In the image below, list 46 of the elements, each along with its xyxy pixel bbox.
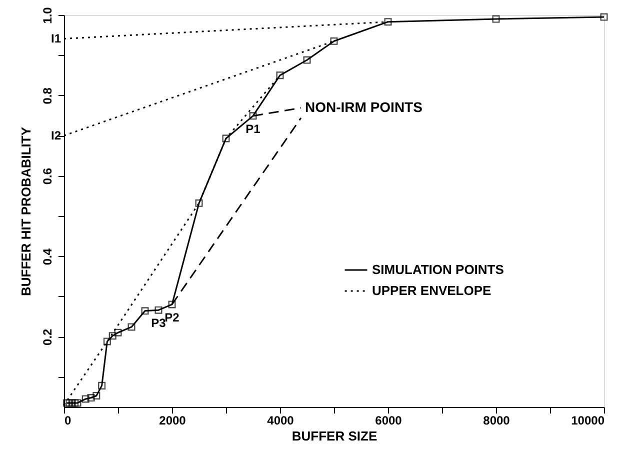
annotation: NON-IRM POINTS bbox=[305, 98, 422, 115]
point bbox=[141, 307, 149, 315]
y-tick-label: 0.6 bbox=[40, 168, 54, 185]
x-tick-label: 8000 bbox=[483, 414, 510, 428]
point bbox=[68, 399, 76, 407]
y-axis-title: BUFFER HIT PROBABILITY bbox=[18, 126, 34, 296]
annotation: P3 bbox=[151, 316, 166, 330]
point bbox=[128, 323, 136, 331]
x-axis-title: BUFFER SIZE bbox=[292, 428, 378, 444]
y-tick-label: 0.4 bbox=[40, 248, 54, 266]
legend-label: SIMULATION POINTS bbox=[372, 262, 504, 278]
point bbox=[74, 399, 82, 407]
point bbox=[71, 399, 79, 407]
legend-label: UPPER ENVELOPE bbox=[372, 283, 492, 298]
point bbox=[108, 332, 116, 340]
y-tick-label: 1.0 bbox=[40, 6, 54, 24]
point bbox=[276, 72, 284, 80]
annotation: P1 bbox=[246, 122, 261, 136]
point bbox=[114, 328, 122, 336]
point bbox=[82, 395, 90, 403]
x-tick-label: 2000 bbox=[159, 414, 186, 428]
point bbox=[222, 134, 230, 142]
annotation: I1 bbox=[50, 32, 62, 46]
point bbox=[87, 394, 95, 402]
point bbox=[249, 112, 257, 120]
point bbox=[492, 15, 500, 23]
x-tick-label: 6000 bbox=[375, 414, 402, 428]
y-tick-label: 0.2 bbox=[40, 328, 54, 346]
annotation: P2 bbox=[164, 310, 180, 324]
point bbox=[168, 300, 176, 308]
point bbox=[330, 37, 338, 45]
point bbox=[600, 13, 608, 21]
point bbox=[66, 399, 74, 407]
x-tick-label: 10000 bbox=[571, 414, 605, 428]
point bbox=[384, 18, 392, 26]
point bbox=[62, 399, 70, 407]
point bbox=[92, 392, 100, 400]
point bbox=[154, 306, 162, 314]
point bbox=[103, 338, 111, 346]
y-tick-label: 0.8 bbox=[40, 87, 54, 104]
x-tick-label: 4000 bbox=[267, 414, 294, 428]
x-tick-label: 0 bbox=[64, 414, 72, 428]
point bbox=[98, 382, 106, 390]
annotation: I2 bbox=[50, 128, 62, 143]
point bbox=[195, 199, 203, 207]
point bbox=[303, 56, 311, 64]
